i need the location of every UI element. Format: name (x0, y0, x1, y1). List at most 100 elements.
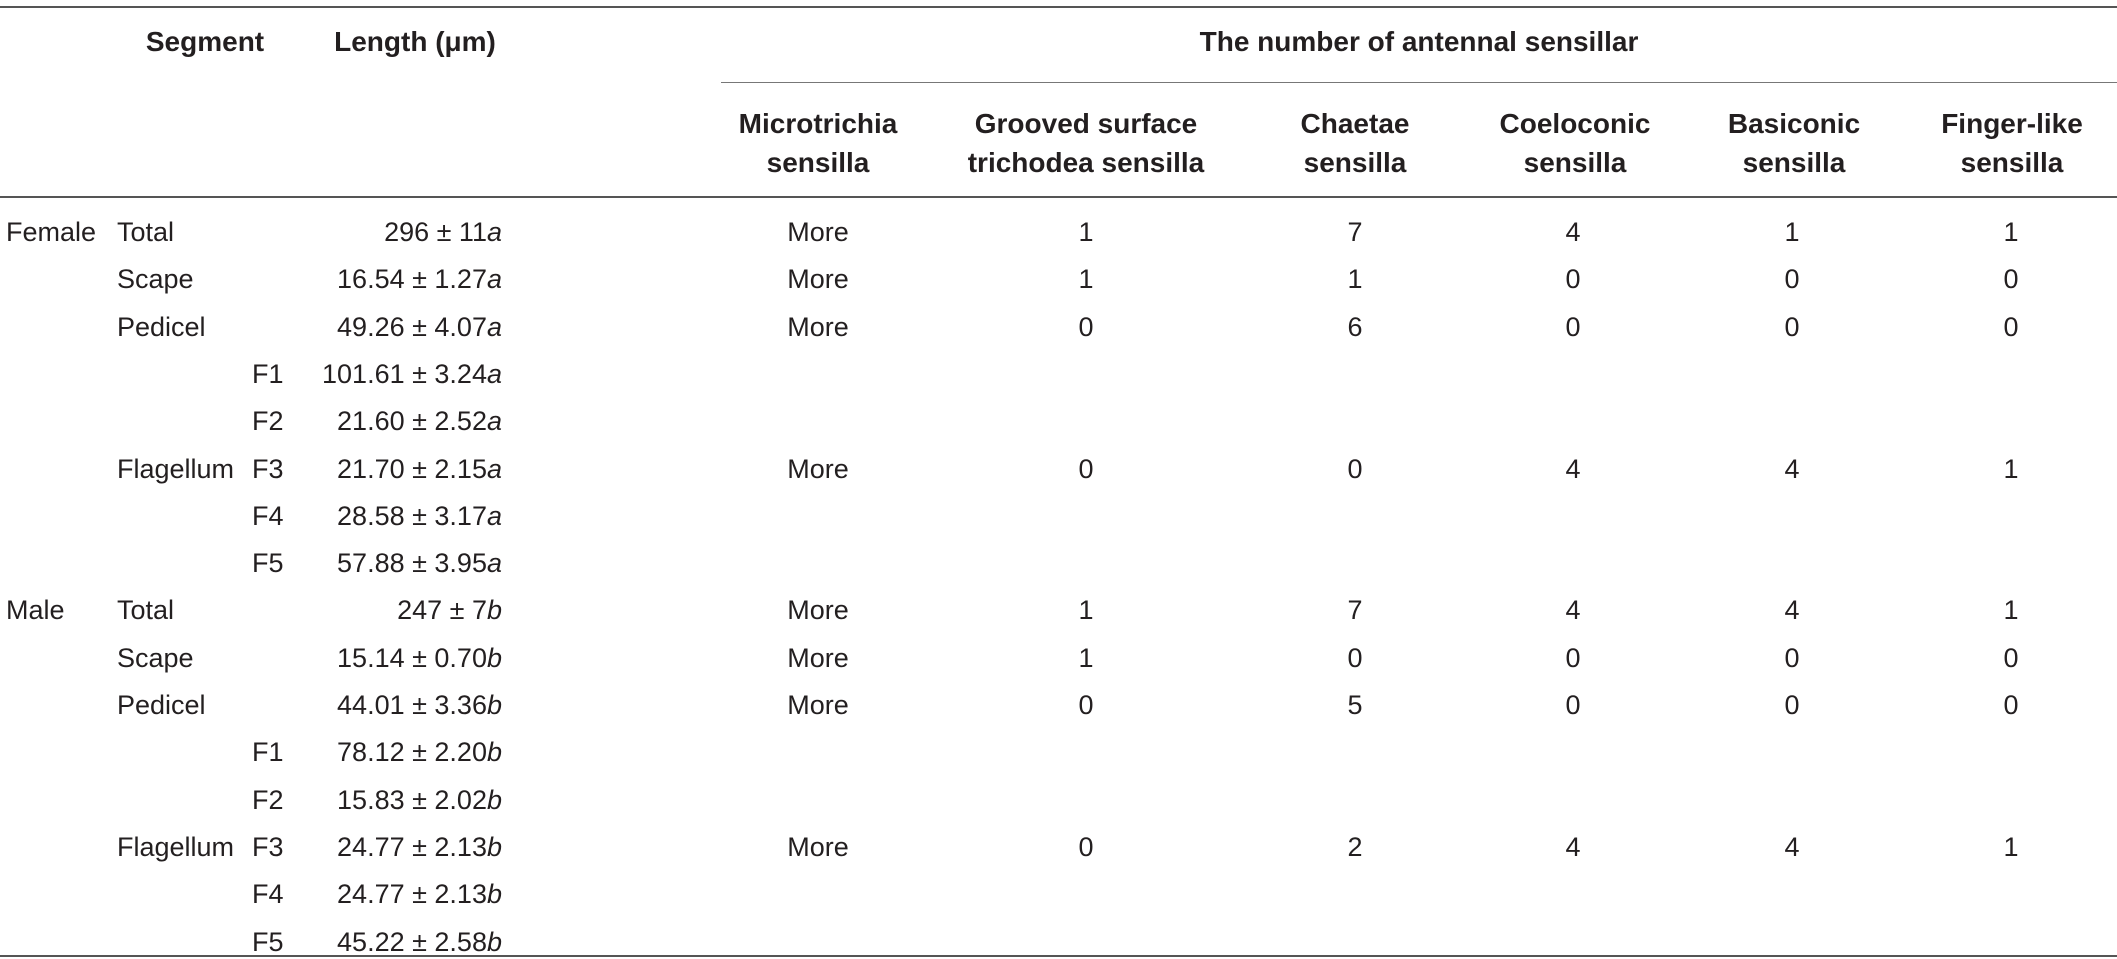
length-header: Length (μm) (334, 26, 496, 57)
row-count-chaetae: 0 (1347, 643, 1363, 673)
length-mean-sd: 28.58 ± 3.17 (337, 501, 487, 531)
col-header-coeloconic: Coeloconic sensilla (1499, 108, 1651, 178)
row-subsegment-label: F3 (252, 832, 284, 862)
row-length-value: 45.22 ± 2.58b (282, 929, 502, 956)
row-length-value: 296 ± 11a (282, 219, 502, 246)
row-length-value: 16.54 ± 1.27a (282, 266, 502, 293)
length-mean-sd: 21.60 ± 2.52 (337, 406, 487, 436)
row-count-coeloconic: 4 (1565, 454, 1581, 484)
length-significance-letter: b (486, 595, 502, 625)
row-count-microtrichia: More (787, 643, 849, 673)
length-mean-sd: 21.70 ± 2.15 (337, 454, 487, 484)
row-count-finger-like: 1 (2003, 595, 2019, 625)
length-mean-sd: 24.77 ± 2.13 (337, 879, 487, 909)
table-top-rule (0, 6, 2117, 8)
row-count-coeloconic: 0 (1565, 312, 1581, 342)
row-sex-label: Male (6, 595, 65, 625)
col-header-microtrichia: Microtrichia sensilla (738, 108, 898, 178)
table-bottom-rule (0, 955, 2117, 957)
row-length-value: 24.77 ± 2.13b (282, 834, 502, 861)
row-count-chaetae: 2 (1347, 832, 1363, 862)
row-count-microtrichia: More (787, 264, 849, 294)
row-count-basiconic: 0 (1784, 312, 1800, 342)
row-count-coeloconic: 4 (1565, 217, 1581, 247)
length-significance-letter: b (486, 785, 502, 815)
segment-header: Segment (145, 26, 265, 57)
length-mean-sd: 49.26 ± 4.07 (337, 312, 487, 342)
row-count-grooved-surface: 0 (1078, 312, 1094, 342)
row-segment-label: Total (117, 595, 175, 625)
row-length-value: 78.12 ± 2.20b (282, 739, 502, 766)
length-significance-letter: a (486, 359, 502, 389)
length-mean-sd: 45.22 ± 2.58 (337, 927, 487, 957)
row-length-value: 247 ± 7b (282, 597, 502, 624)
row-subsegment-label: F2 (252, 785, 284, 815)
row-length-value: 24.77 ± 2.13b (282, 881, 502, 908)
row-subsegment-label: F4 (252, 501, 284, 531)
row-count-microtrichia: More (787, 217, 849, 247)
row-count-coeloconic: 0 (1565, 643, 1581, 673)
row-length-value: 21.60 ± 2.52a (282, 408, 502, 435)
row-count-basiconic: 4 (1784, 832, 1800, 862)
row-count-basiconic: 0 (1784, 264, 1800, 294)
length-significance-letter: a (486, 406, 502, 436)
length-mean-sd: 296 ± 11 (384, 217, 487, 247)
row-sex-label: Female (6, 217, 97, 247)
row-length-value: 57.88 ± 3.95a (282, 550, 502, 577)
row-count-microtrichia: More (787, 595, 849, 625)
length-mean-sd: 24.77 ± 2.13 (337, 832, 487, 862)
length-mean-sd: 78.12 ± 2.20 (337, 737, 487, 767)
row-segment-label: Total (117, 217, 175, 247)
row-subsegment-label: F3 (252, 454, 284, 484)
length-significance-letter: a (486, 264, 502, 294)
row-count-microtrichia: More (787, 312, 849, 342)
length-significance-letter: a (486, 312, 502, 342)
row-subsegment-label: F1 (252, 737, 284, 767)
length-significance-letter: b (486, 643, 502, 673)
row-count-basiconic: 0 (1784, 643, 1800, 673)
row-count-grooved-surface: 1 (1078, 643, 1094, 673)
row-count-coeloconic: 0 (1565, 264, 1581, 294)
row-count-finger-like: 1 (2003, 217, 2019, 247)
row-count-basiconic: 1 (1784, 217, 1800, 247)
row-length-value: 15.83 ± 2.02b (282, 787, 502, 814)
row-count-basiconic: 4 (1784, 454, 1800, 484)
row-count-grooved-surface: 1 (1078, 595, 1094, 625)
col-header-grooved-surface: Grooved surface trichodea sensilla (967, 108, 1205, 178)
row-length-value: 28.58 ± 3.17a (282, 503, 502, 530)
row-length-value: 15.14 ± 0.70b (282, 645, 502, 672)
length-mean-sd: 15.83 ± 2.02 (337, 785, 487, 815)
row-count-basiconic: 4 (1784, 595, 1800, 625)
length-mean-sd: 15.14 ± 0.70 (337, 643, 487, 673)
row-count-basiconic: 0 (1784, 690, 1800, 720)
row-subsegment-label: F4 (252, 879, 284, 909)
row-count-grooved-surface: 0 (1078, 454, 1094, 484)
row-count-microtrichia: More (787, 832, 849, 862)
row-count-finger-like: 1 (2003, 832, 2019, 862)
row-segment-label: Flagellum (117, 454, 235, 484)
row-length-value: 44.01 ± 3.36b (282, 692, 502, 719)
length-significance-letter: a (486, 548, 502, 578)
col-header-chaetae: Chaetae sensilla (1300, 108, 1410, 178)
row-count-chaetae: 7 (1347, 595, 1363, 625)
length-significance-letter: a (486, 454, 502, 484)
row-count-microtrichia: More (787, 690, 849, 720)
length-significance-letter: b (486, 832, 502, 862)
length-significance-letter: b (486, 690, 502, 720)
row-length-value: 49.26 ± 4.07a (282, 314, 502, 341)
row-count-grooved-surface: 0 (1078, 832, 1094, 862)
row-count-grooved-surface: 0 (1078, 690, 1094, 720)
row-count-coeloconic: 0 (1565, 690, 1581, 720)
length-mean-sd: 101.61 ± 3.24 (322, 359, 487, 389)
row-count-finger-like: 1 (2003, 454, 2019, 484)
row-count-chaetae: 6 (1347, 312, 1363, 342)
row-count-finger-like: 0 (2003, 264, 2019, 294)
row-subsegment-label: F5 (252, 927, 284, 957)
group-header-rule (721, 82, 2117, 83)
row-count-chaetae: 5 (1347, 690, 1363, 720)
row-count-grooved-surface: 1 (1078, 217, 1094, 247)
sensillar-group-header: The number of antennal sensillar (1199, 26, 1639, 57)
row-count-chaetae: 1 (1347, 264, 1363, 294)
row-count-coeloconic: 4 (1565, 832, 1581, 862)
row-subsegment-label: F2 (252, 406, 284, 436)
